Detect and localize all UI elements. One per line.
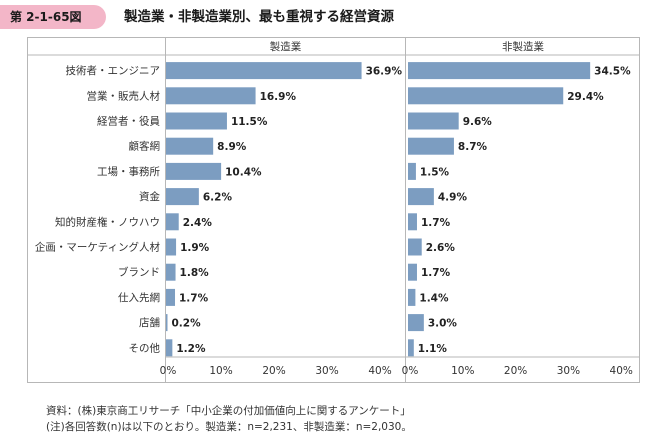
data-label: 1.8% <box>180 267 210 279</box>
tick-label: 40% <box>610 365 633 377</box>
source-note: 資料：(株)東京商工リサーチ「中小企業の付加価値向上に関するアンケート」 <box>46 405 411 417</box>
data-label: 4.9% <box>438 192 468 204</box>
data-label: 1.2% <box>176 343 206 355</box>
data-label: 29.4% <box>567 91 604 103</box>
category-label: 技術者・エンジニア <box>66 64 161 77</box>
bar <box>166 263 176 281</box>
category-label: 仕入先網 <box>118 291 160 304</box>
data-label: 2.4% <box>183 217 213 229</box>
data-label: 36.9% <box>366 66 403 78</box>
bar <box>408 137 454 155</box>
data-label: 16.9% <box>260 91 297 103</box>
bar <box>408 62 591 80</box>
category-label: その他 <box>129 341 161 354</box>
tick-label: 0% <box>402 365 419 377</box>
bar <box>166 112 227 130</box>
tick-label: 20% <box>504 365 527 377</box>
data-label: 2.6% <box>426 242 456 254</box>
bar <box>166 188 199 206</box>
bar <box>408 188 434 206</box>
bar <box>166 162 222 180</box>
data-label: 8.9% <box>217 141 247 153</box>
category-label: 経営者・役員 <box>97 115 160 128</box>
tick-label: 10% <box>451 365 474 377</box>
data-label: 1.7% <box>421 267 451 279</box>
data-label: 1.5% <box>420 166 450 178</box>
bar <box>408 339 414 357</box>
bar <box>166 288 176 306</box>
category-label: 知的財産権・ノウハウ <box>55 215 160 228</box>
category-label: 店舗 <box>139 316 160 329</box>
tick-label: 30% <box>557 365 580 377</box>
bar <box>166 339 173 357</box>
bar <box>408 162 416 180</box>
bar <box>408 87 564 105</box>
data-label: 34.5% <box>594 66 631 78</box>
bar <box>166 314 168 332</box>
bar <box>408 213 417 231</box>
bar <box>166 238 177 256</box>
category-label: 営業・販売人材 <box>87 89 161 102</box>
figure-number-badge: 第 2-1-65図 <box>0 5 106 29</box>
data-label: 1.4% <box>419 292 449 304</box>
bar <box>166 62 362 80</box>
category-label: 工場・事務所 <box>97 165 160 178</box>
bar <box>166 87 256 105</box>
data-label: 3.0% <box>428 318 458 330</box>
chart-frame <box>27 37 640 383</box>
bar <box>408 263 417 281</box>
tick-label: 30% <box>315 365 338 377</box>
tick-label: 20% <box>262 365 285 377</box>
figure-title: 製造業・非製造業別、最も重視する経営資源 <box>124 9 394 25</box>
tick-label: 40% <box>368 365 391 377</box>
category-label: 企画・マーケティング人材 <box>35 241 161 254</box>
bar <box>166 213 179 231</box>
bar <box>408 112 459 130</box>
tick-label: 0% <box>160 365 177 377</box>
category-label: 資金 <box>139 190 160 203</box>
data-label: 1.1% <box>418 343 448 355</box>
data-label: 1.9% <box>180 242 210 254</box>
tick-label: 10% <box>209 365 232 377</box>
data-label: 11.5% <box>231 116 268 128</box>
category-label: 顧客網 <box>129 140 161 153</box>
data-label: 1.7% <box>179 292 209 304</box>
data-label: 0.2% <box>172 318 202 330</box>
respondents-note: (注)各回答数(n)は以下のとおり。製造業：n=2,231、非製造業：n=2,0… <box>46 421 412 433</box>
data-label: 8.7% <box>458 141 488 153</box>
series-header: 非製造業 <box>502 40 544 53</box>
category-label: ブランド <box>118 266 160 279</box>
data-label: 9.6% <box>463 116 493 128</box>
data-label: 1.7% <box>421 217 451 229</box>
bar <box>408 238 422 256</box>
data-label: 6.2% <box>203 192 233 204</box>
data-label: 10.4% <box>225 166 262 178</box>
series-header: 製造業 <box>270 40 302 53</box>
bar <box>408 314 424 332</box>
bar <box>166 137 214 155</box>
bar <box>408 288 416 306</box>
